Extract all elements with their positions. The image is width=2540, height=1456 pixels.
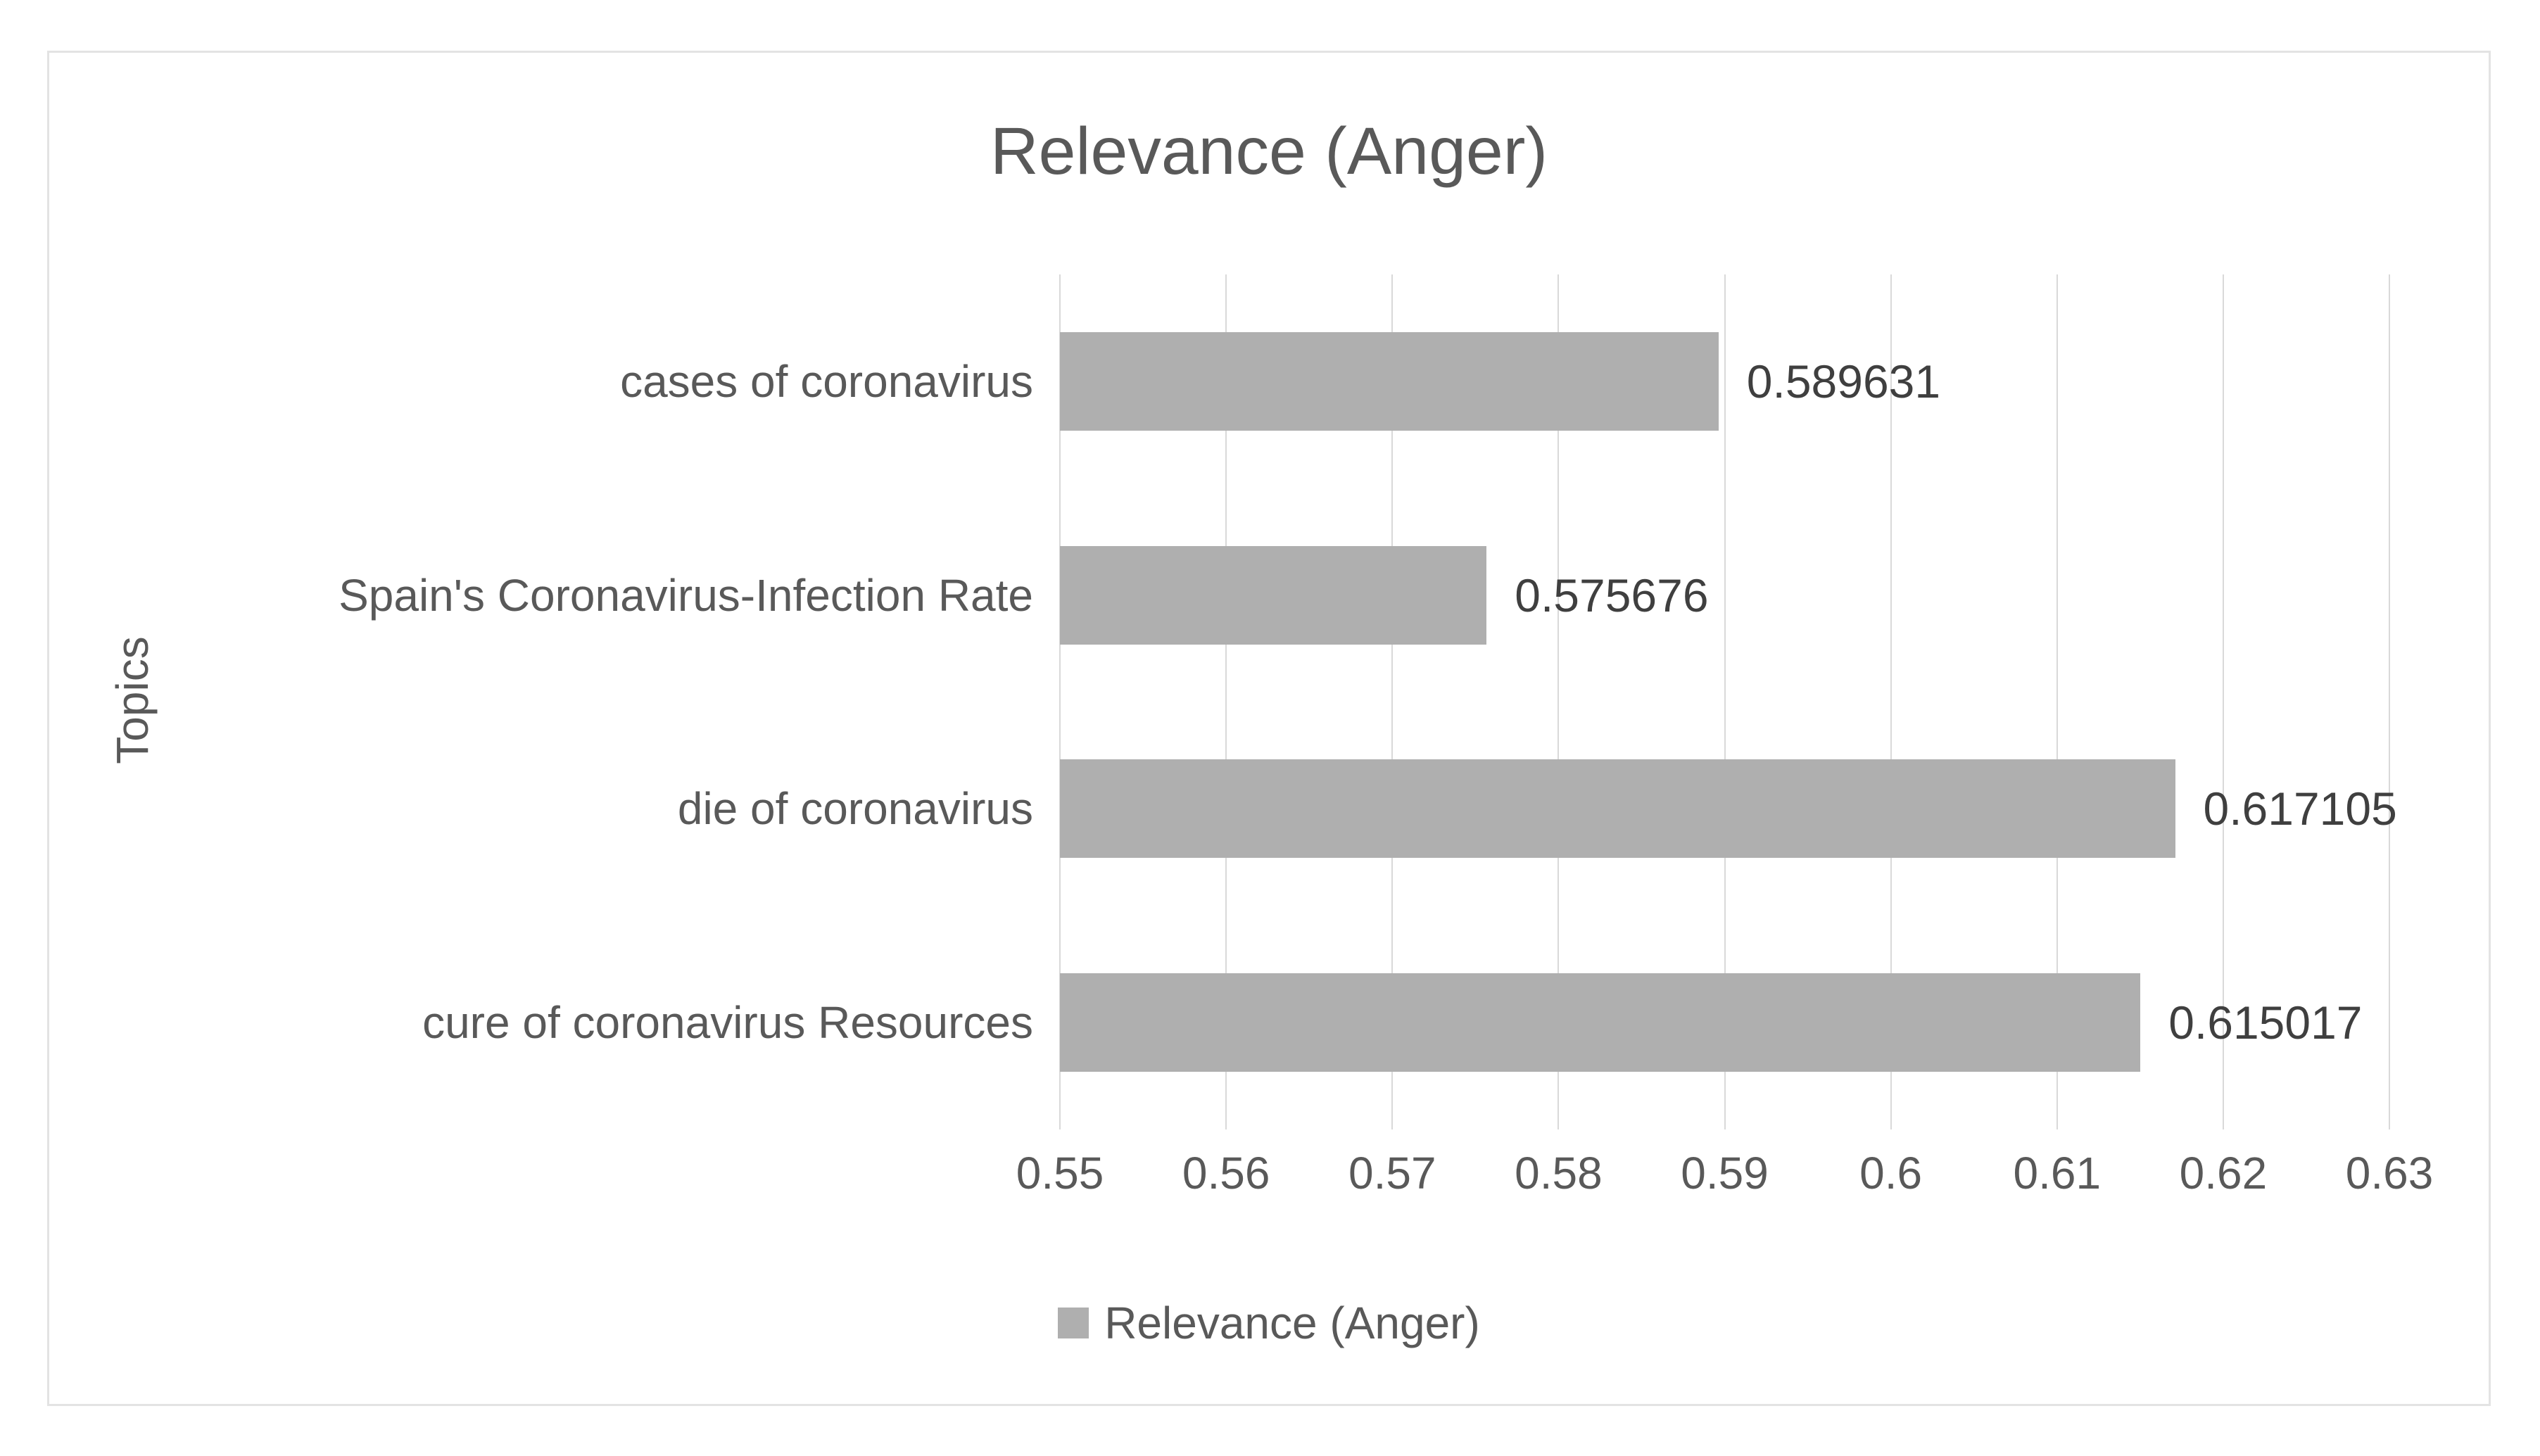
x-axis-tick-labels: 0.55 0.56 0.57 0.58 0.59 0.6 0.61 0.62 0.63 xyxy=(1016,1147,2434,1210)
x-tick-label: 0.56 xyxy=(1182,1148,1270,1198)
category-label: Spain's Coronavirus-Infection Rate xyxy=(339,569,1033,621)
bar xyxy=(1060,545,1487,645)
x-tick-label: 0.58 xyxy=(1515,1148,1603,1198)
gridline xyxy=(2222,274,2224,1129)
value-label: 0.589631 xyxy=(1746,355,1941,407)
gridline xyxy=(2389,274,2390,1129)
category-label: cases of coronavirus xyxy=(620,355,1033,407)
x-tick-label: 0.61 xyxy=(2013,1148,2102,1198)
chart-frame: Relevance (Anger) Topics cases of corona… xyxy=(47,51,2491,1406)
x-tick-label: 0.57 xyxy=(1348,1148,1436,1198)
x-tick-label: 0.55 xyxy=(1016,1148,1104,1198)
plot-area: 0.589631 0.575676 0.617105 0.615017 xyxy=(1059,274,2397,1129)
gridline xyxy=(1059,274,1061,1129)
x-tick-label: 0.63 xyxy=(2345,1148,2434,1198)
x-tick-label: 0.59 xyxy=(1681,1148,1769,1198)
x-tick-label: 0.6 xyxy=(1859,1148,1923,1198)
gridline xyxy=(1890,274,1892,1129)
gridline xyxy=(1724,274,1726,1129)
bar xyxy=(1060,759,2175,859)
bar xyxy=(1060,973,2141,1072)
value-label: 0.617105 xyxy=(2203,783,2397,835)
value-label: 0.575676 xyxy=(1515,569,1709,621)
category-label: die of coronavirus xyxy=(677,783,1033,835)
chart-title: Relevance (Anger) xyxy=(990,114,1548,189)
gridline xyxy=(1225,274,1227,1129)
legend-marker-icon xyxy=(1058,1308,1089,1338)
gridline xyxy=(2056,274,2058,1129)
gridline xyxy=(1558,274,1560,1129)
gridline xyxy=(1391,274,1394,1129)
category-axis-labels: cases of coronavirus Spain's Coronavirus-… xyxy=(49,274,1033,1129)
bar xyxy=(1060,331,1719,431)
value-label: 0.615017 xyxy=(2168,996,2363,1049)
legend-series-label: Relevance (Anger) xyxy=(1104,1298,1480,1348)
x-tick-label: 0.62 xyxy=(2179,1148,2268,1198)
legend: Relevance (Anger) xyxy=(49,1297,2489,1349)
category-label: cure of coronavirus Resources xyxy=(422,997,1033,1049)
